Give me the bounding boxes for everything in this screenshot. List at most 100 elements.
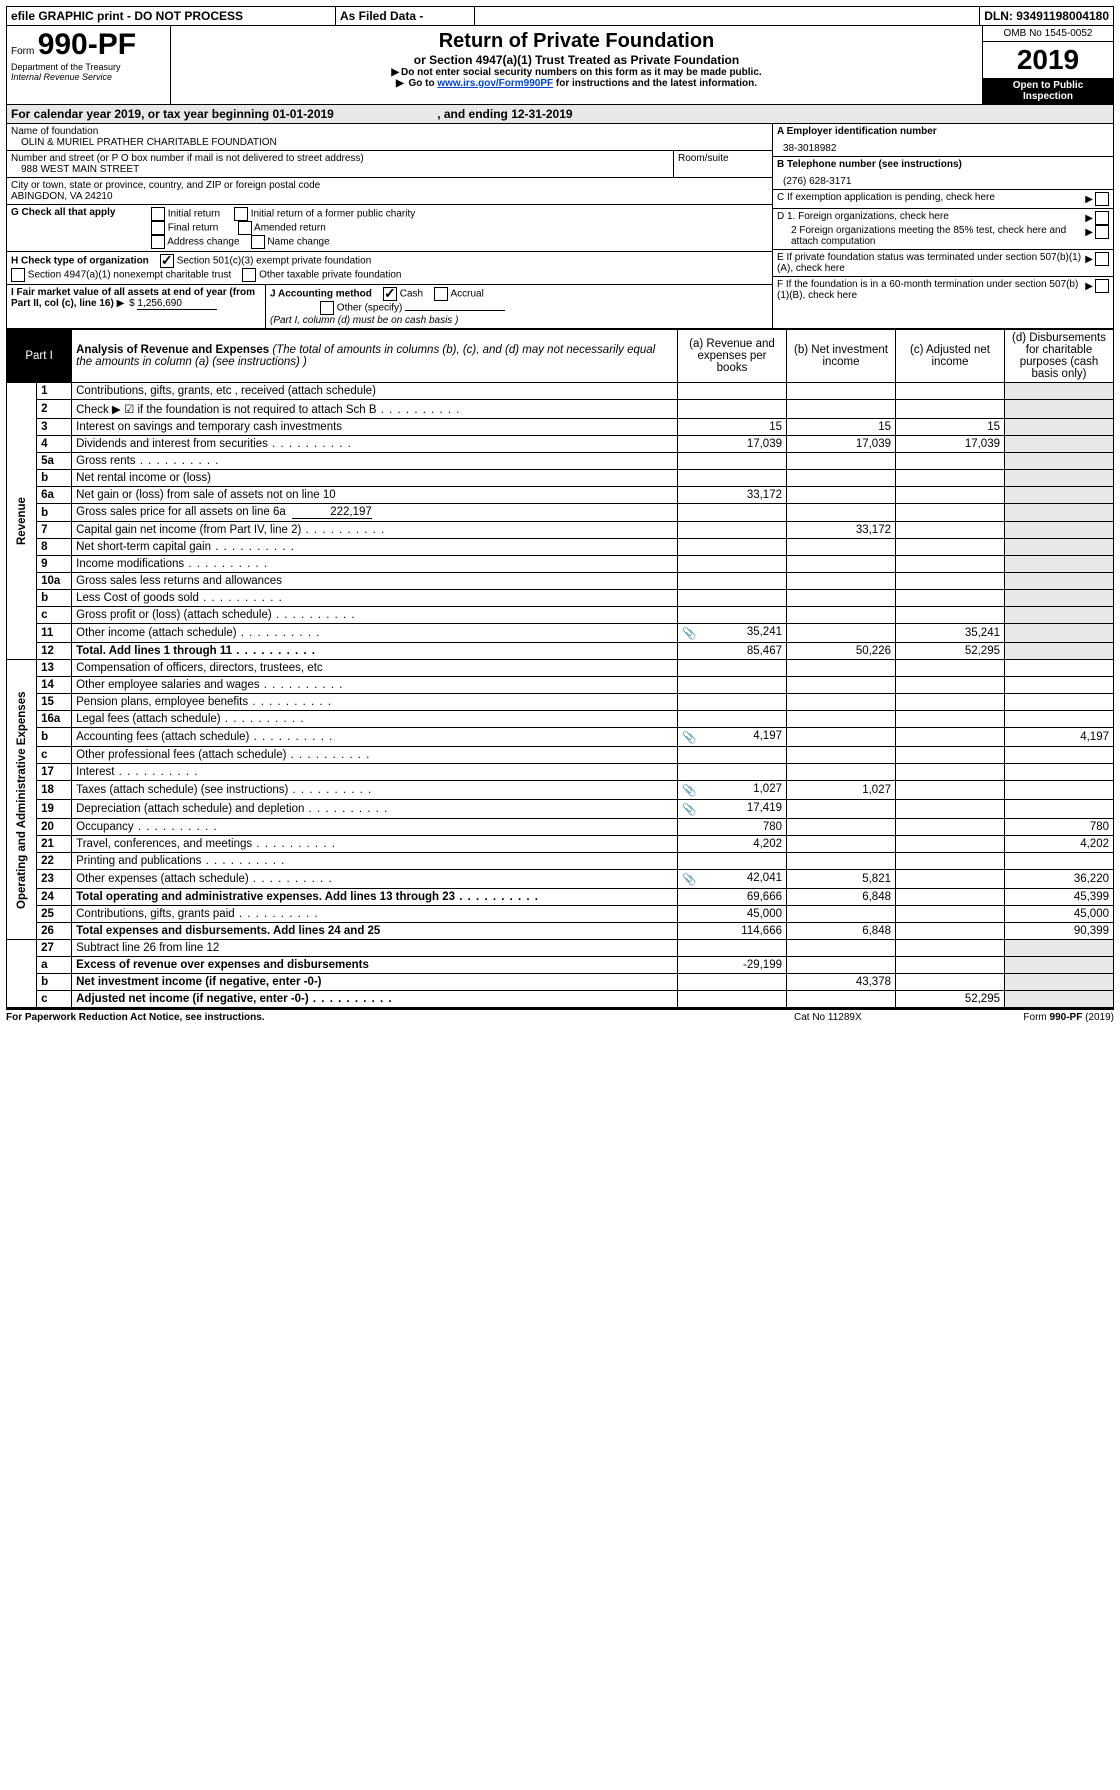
name-change-checkbox[interactable] [251,235,265,249]
exemption-pending-checkbox[interactable] [1095,192,1109,206]
table-row: 23Other expenses (attach schedule)📎42,04… [7,870,1114,889]
amended-return-checkbox[interactable] [238,221,252,235]
line-number: 23 [37,870,72,889]
amount-cell: 43,378 [787,974,896,991]
cash-checkbox[interactable] [383,287,397,301]
table-row: aExcess of revenue over expenses and dis… [7,957,1114,974]
amount-cell [896,957,1005,974]
amount-cell [787,957,896,974]
as-filed-label: As Filed Data - [336,7,475,25]
amount-cell: -29,199 [678,957,787,974]
attachment-icon[interactable]: 📎 [682,872,696,886]
line-number: 27 [37,940,72,957]
amount-cell [1005,453,1114,470]
amount-cell [896,889,1005,906]
address-change-checkbox[interactable] [151,235,165,249]
foreign-85-checkbox[interactable] [1095,225,1109,239]
table-row: bAccounting fees (attach schedule)📎4,197… [7,728,1114,747]
line-description: Other expenses (attach schedule) [72,870,678,889]
amount-cell: 15 [896,419,1005,436]
amount-cell [896,607,1005,624]
amount-cell [787,573,896,590]
amount-cell [787,400,896,419]
amount-cell [1005,660,1114,677]
line-number: 10a [37,573,72,590]
amount-cell [1005,400,1114,419]
amount-cell [896,747,1005,764]
year-box: OMB No 1545-0052 2019 Open to Public Ins… [982,26,1113,104]
other-taxable-checkbox[interactable] [242,268,256,282]
amount-cell [896,974,1005,991]
60-month-checkbox[interactable] [1095,279,1109,293]
initial-return-checkbox[interactable] [151,207,165,221]
amount-cell [1005,991,1114,1008]
telephone: (276) 628-3171 [777,170,1109,187]
line-description: Net investment income (if negative, ente… [72,974,678,991]
amount-cell [1005,800,1114,819]
line-description: Total operating and administrative expen… [72,889,678,906]
amount-cell [896,677,1005,694]
amount-cell [678,711,787,728]
501c3-checkbox[interactable] [160,254,174,268]
line-description: Capital gain net income (from Part IV, l… [72,522,678,539]
line-description: Subtract line 26 from line 12 [72,940,678,957]
line-description: Legal fees (attach schedule) [72,711,678,728]
amount-cell: 45,000 [1005,906,1114,923]
amount-cell [896,906,1005,923]
amount-cell [678,764,787,781]
amount-cell [1005,643,1114,660]
amount-cell [896,453,1005,470]
amount-cell [787,487,896,504]
amount-cell [1005,624,1114,643]
line-number: 15 [37,694,72,711]
amount-cell: 5,821 [787,870,896,889]
table-row: 27Subtract line 26 from line 12 [7,940,1114,957]
amount-cell [1005,556,1114,573]
former-public-charity-checkbox[interactable] [234,207,248,221]
accrual-checkbox[interactable] [434,287,448,301]
amount-cell [1005,974,1114,991]
amount-cell: 780 [678,819,787,836]
attachment-icon[interactable]: 📎 [682,783,696,797]
other-method-checkbox[interactable] [320,301,334,315]
amount-cell [678,940,787,957]
line-number: b [37,470,72,487]
irs-link[interactable]: www.irs.gov/Form990PF [437,78,553,89]
attachment-icon[interactable]: 📎 [682,626,696,640]
amount-cell [787,728,896,747]
amount-cell [896,711,1005,728]
attachment-icon[interactable]: 📎 [682,730,696,744]
box-ij: I Fair market value of all assets at end… [7,285,772,328]
amount-cell [787,607,896,624]
amount-cell [787,677,896,694]
side-boxes: A Employer identification number 38-3018… [772,124,1113,328]
table-row: 18Taxes (attach schedule) (see instructi… [7,781,1114,800]
part1-badge: Part I [7,330,72,383]
entity-block: Name of foundation OLIN & MURIEL PRATHER… [6,124,1114,329]
line-description: Occupancy [72,819,678,836]
final-return-checkbox[interactable] [151,221,165,235]
amount-cell [787,800,896,819]
attachment-icon[interactable]: 📎 [682,802,696,816]
amount-cell [787,940,896,957]
amount-cell: 4,202 [1005,836,1114,853]
part1-header-row: Part I Analysis of Revenue and Expenses … [7,330,1114,383]
status-terminated-checkbox[interactable] [1095,252,1109,266]
line-description: Compensation of officers, directors, tru… [72,660,678,677]
line-description: Pension plans, employee benefits [72,694,678,711]
amount-cell: 15 [787,419,896,436]
table-row: bGross sales price for all assets on lin… [7,504,1114,522]
amount-cell [896,853,1005,870]
amount-cell: 📎35,241 [678,624,787,643]
line-description: Taxes (attach schedule) (see instruction… [72,781,678,800]
line-description: Depreciation (attach schedule) and deple… [72,800,678,819]
amount-cell: 85,467 [678,643,787,660]
amount-cell [896,819,1005,836]
line-description: Gross sales less returns and allowances [72,573,678,590]
amount-cell [678,556,787,573]
table-row: 4Dividends and interest from securities1… [7,436,1114,453]
4947a1-checkbox[interactable] [11,268,25,282]
table-row: 17Interest [7,764,1114,781]
foreign-org-checkbox[interactable] [1095,211,1109,225]
table-row: 5aGross rents [7,453,1114,470]
